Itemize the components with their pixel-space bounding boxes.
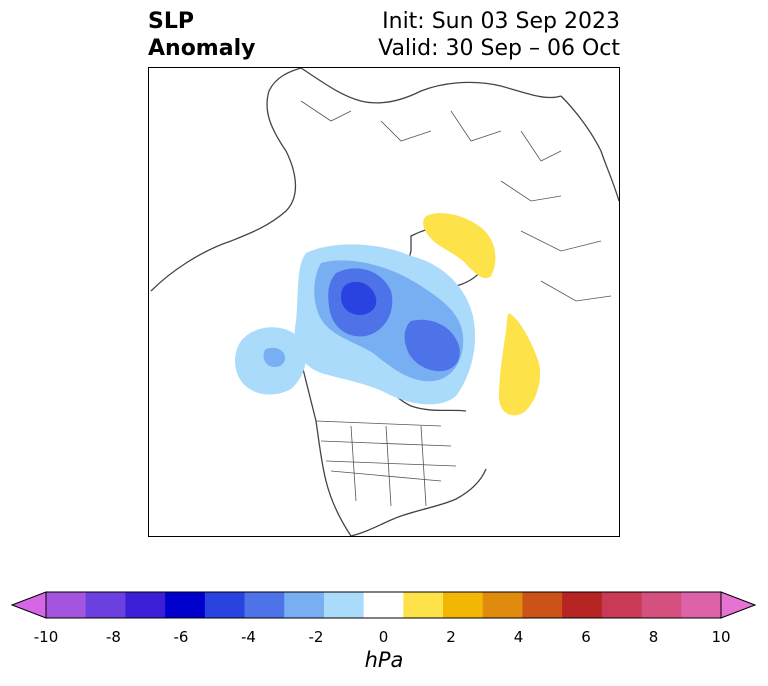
slp-anomaly-contours [235, 213, 541, 416]
colorbar-tick-label: -2 [308, 628, 324, 646]
atlantic-high [499, 313, 541, 416]
valid-date: Valid: 30 Sep – 06 Oct [378, 36, 620, 61]
colorbar-tick-label: -6 [173, 628, 189, 646]
colorbar [10, 591, 757, 619]
borders [300, 100, 612, 507]
colorbar-tick-label: -4 [241, 628, 256, 646]
pacific-low-inner [263, 347, 286, 367]
colorbar-tick-label: 8 [648, 628, 659, 646]
colorbar-extend-min [10, 591, 47, 619]
colorbar-segment [244, 592, 285, 618]
greenland-low-core [404, 319, 460, 372]
colorbar-segment [482, 592, 523, 618]
kara-sea-high [423, 213, 496, 279]
colorbar-segment [46, 592, 87, 618]
colorbar-segment [363, 592, 404, 618]
colorbar-tick-label: 2 [446, 628, 456, 646]
colorbar-tick-label: 10 [711, 628, 731, 646]
field-title: SLP Anomaly [148, 8, 255, 62]
colorbar-extend-max [720, 591, 757, 619]
colorbar-segments [46, 592, 722, 618]
colorbar-segment [204, 592, 246, 618]
init-date: Init: Sun 03 Sep 2023 [382, 9, 620, 34]
colorbar-segment [165, 592, 206, 618]
colorbar-segment [522, 592, 563, 618]
colorbar-segment [681, 592, 722, 618]
colorbar-tick-label: 6 [581, 628, 591, 646]
colorbar-tick-label: 0 [378, 628, 389, 646]
colorbar-outline [45, 591, 722, 619]
field-title-line2: Anomaly [148, 36, 256, 61]
beaufort-low-core-inner [341, 281, 377, 315]
date-title: Init: Sun 03 Sep 2023 Valid: 30 Sep – 06… [378, 8, 620, 62]
colorbar-segment [403, 592, 444, 618]
colorbar-segment [284, 592, 325, 618]
colorbar-segment [641, 592, 682, 618]
colorbar-segment [443, 592, 484, 618]
colorbar-segment [85, 592, 126, 618]
map-panel [148, 67, 620, 537]
map-svg [150, 68, 619, 536]
field-title-line1: SLP [148, 9, 194, 34]
colorbar-tick-label: -8 [106, 628, 121, 646]
colorbar-segment [562, 592, 603, 618]
colorbar-segment [601, 592, 643, 618]
colorbar-segment [125, 592, 166, 618]
colorbar-unit-label: hPa [364, 648, 404, 672]
colorbar-tick-label: 4 [513, 628, 524, 646]
colorbar-segment [323, 592, 365, 618]
colorbar-tick-label: -10 [33, 628, 59, 646]
